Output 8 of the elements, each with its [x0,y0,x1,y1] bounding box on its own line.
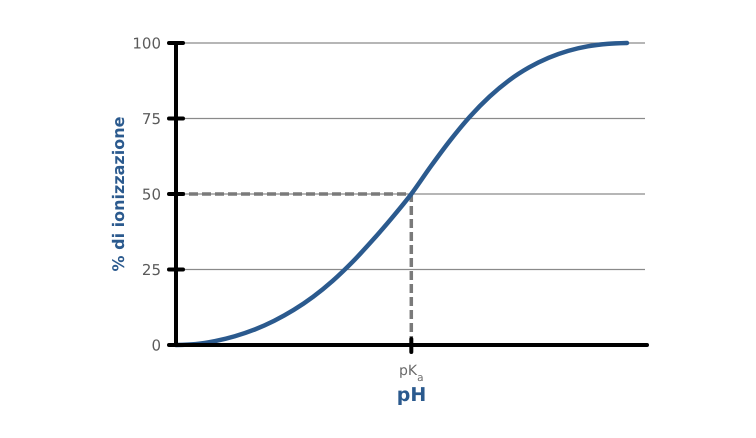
y-tick-label: 25 [142,260,161,279]
y-tick-label: 75 [142,110,161,128]
x-tick-label: pK$_{a}$ [399,363,424,384]
y-tick-label: 50 [142,185,161,204]
y-axis-title: % di ionizzazione [109,116,128,272]
x-axis-title: pH [396,384,426,406]
y-tick-label: 100 [132,34,161,52]
y-tick-label: 0 [151,336,161,354]
